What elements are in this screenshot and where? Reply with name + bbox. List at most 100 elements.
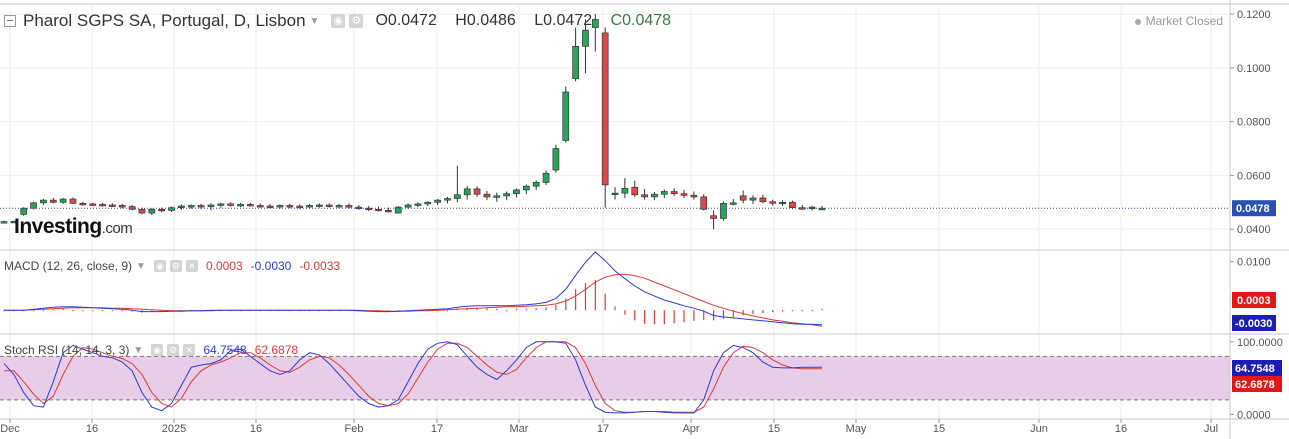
close-icon[interactable]: ✕ xyxy=(185,260,198,272)
candle-body xyxy=(276,205,284,208)
candle-body xyxy=(148,208,156,214)
candle-body xyxy=(256,205,264,208)
candle-body xyxy=(710,215,717,219)
macd-signal-badge-text: 0.0003 xyxy=(1237,295,1271,307)
x-tick-label: Jun xyxy=(1030,423,1048,435)
macd-pane xyxy=(3,251,823,327)
candle-body xyxy=(779,201,786,205)
candle-body xyxy=(385,210,392,213)
chevron-down-icon[interactable]: ▼ xyxy=(309,15,320,27)
candle-body xyxy=(10,221,18,224)
stoch-k-badge xyxy=(1232,360,1282,376)
candle-body xyxy=(266,205,274,208)
candle-body xyxy=(237,204,244,207)
candle-body xyxy=(365,207,373,211)
low-value: L0.0472 xyxy=(534,12,593,29)
candle-body xyxy=(345,205,353,208)
candle-body xyxy=(611,192,619,195)
eye-icon[interactable]: ◉ xyxy=(151,344,164,356)
chevron-down-icon[interactable]: ▼ xyxy=(133,344,144,356)
eye-icon[interactable]: ◉ xyxy=(331,14,346,28)
collapse-icon[interactable] xyxy=(4,15,16,27)
last-price-badge-text: 0.0478 xyxy=(1236,203,1270,215)
candle-body xyxy=(503,193,510,197)
candle-body xyxy=(562,91,570,141)
candle-body xyxy=(306,205,313,208)
candle-body xyxy=(513,189,520,195)
stoch-header: Stoch RSI (14, 14, 3, 3) ▼ ◉ ⚙ ✕ 64.7548… xyxy=(4,343,298,357)
candle-body xyxy=(414,203,422,206)
candle-body xyxy=(680,193,688,196)
candle-body xyxy=(621,187,629,194)
candle-body xyxy=(720,203,727,219)
macd-line-badge-text: -0.0030 xyxy=(1235,318,1272,330)
macd-signal-value: -0.0033 xyxy=(299,259,341,273)
x-tick-label: 15 xyxy=(933,423,945,435)
ohlc-values: O0.0472 H0.0486 L0.0472 C0.0478 xyxy=(375,12,685,30)
status-dot-icon xyxy=(1134,18,1141,25)
candle-body xyxy=(178,205,185,209)
candle-body xyxy=(789,201,796,209)
gear-icon[interactable]: ⚙ xyxy=(169,260,182,272)
candle-body xyxy=(40,199,47,204)
instrument-title[interactable]: Pharol SGPS SA, Portugal, D, Lisbon xyxy=(23,11,306,30)
market-status: Market Closed xyxy=(1134,14,1223,28)
candle-body xyxy=(493,195,501,198)
candle-body xyxy=(729,202,737,205)
eye-icon[interactable]: ◉ xyxy=(153,260,166,272)
stoch-label[interactable]: Stoch RSI (14, 14, 3, 3) xyxy=(4,343,130,357)
candle-body xyxy=(30,202,37,209)
candle-body xyxy=(20,207,28,215)
macd-header: MACD (12, 26, close, 9) ▼ ◉ ⚙ ✕ 0.0003 -… xyxy=(4,259,340,273)
candle-body xyxy=(325,204,333,207)
price-tick-label: 0.1000 xyxy=(1237,63,1271,75)
candle-body xyxy=(89,203,97,206)
candle-body xyxy=(572,45,579,79)
candle-body xyxy=(0,221,8,224)
candle-body xyxy=(394,206,402,214)
stoch-tick-label: 100.0000 xyxy=(1237,337,1283,349)
candle-body xyxy=(404,204,412,208)
chevron-down-icon[interactable]: ▼ xyxy=(136,260,146,272)
macd-hist-value: 0.0003 xyxy=(205,259,243,273)
close-value: C0.0478 xyxy=(610,12,672,29)
candle-body xyxy=(700,196,708,210)
candle-body xyxy=(759,197,767,203)
market-status-text: Market Closed xyxy=(1145,14,1223,28)
candle-body xyxy=(641,194,648,198)
candle-body xyxy=(316,204,323,207)
x-tick-label: Feb xyxy=(345,423,364,435)
stoch-k-badge-text: 64.7548 xyxy=(1235,363,1275,375)
candle-body xyxy=(670,191,678,195)
candle-body xyxy=(631,186,639,196)
price-tick-label: 0.0400 xyxy=(1237,224,1271,236)
macd-signal-line xyxy=(4,273,823,327)
candle-body xyxy=(49,199,57,203)
stoch-tick-label: 0.0000 xyxy=(1237,409,1271,421)
candle-body xyxy=(690,194,698,198)
macd-tick-label: 0.0100 xyxy=(1237,257,1271,269)
candle-body xyxy=(187,205,195,208)
stoch-k-value: 64.7548 xyxy=(203,343,247,357)
investing-logo: Investing.com xyxy=(14,215,133,239)
candle-body xyxy=(227,203,235,206)
x-tick-label: Jul xyxy=(1204,423,1218,435)
grid-lines xyxy=(0,6,1230,419)
gear-icon[interactable]: ⚙ xyxy=(349,14,364,28)
price-candles xyxy=(0,14,1230,230)
candle-body xyxy=(483,193,491,198)
candle-body xyxy=(660,191,668,195)
x-tick-label: 2025 xyxy=(162,423,186,435)
candle-body xyxy=(197,205,205,208)
stoch-d-badge-text: 62.6878 xyxy=(1235,379,1275,391)
x-tick-label: Apr xyxy=(682,423,699,435)
price-tick-label: 0.0600 xyxy=(1237,170,1271,182)
close-icon[interactable]: ✕ xyxy=(183,344,196,356)
candle-body xyxy=(158,208,166,212)
candle-body xyxy=(749,197,757,201)
candle-body xyxy=(79,203,87,206)
gear-icon[interactable]: ⚙ xyxy=(167,344,180,356)
x-tick-label: 16 xyxy=(250,423,262,435)
macd-label[interactable]: MACD (12, 26, close, 9) xyxy=(4,259,133,273)
x-tick-label: 15 xyxy=(768,423,780,435)
